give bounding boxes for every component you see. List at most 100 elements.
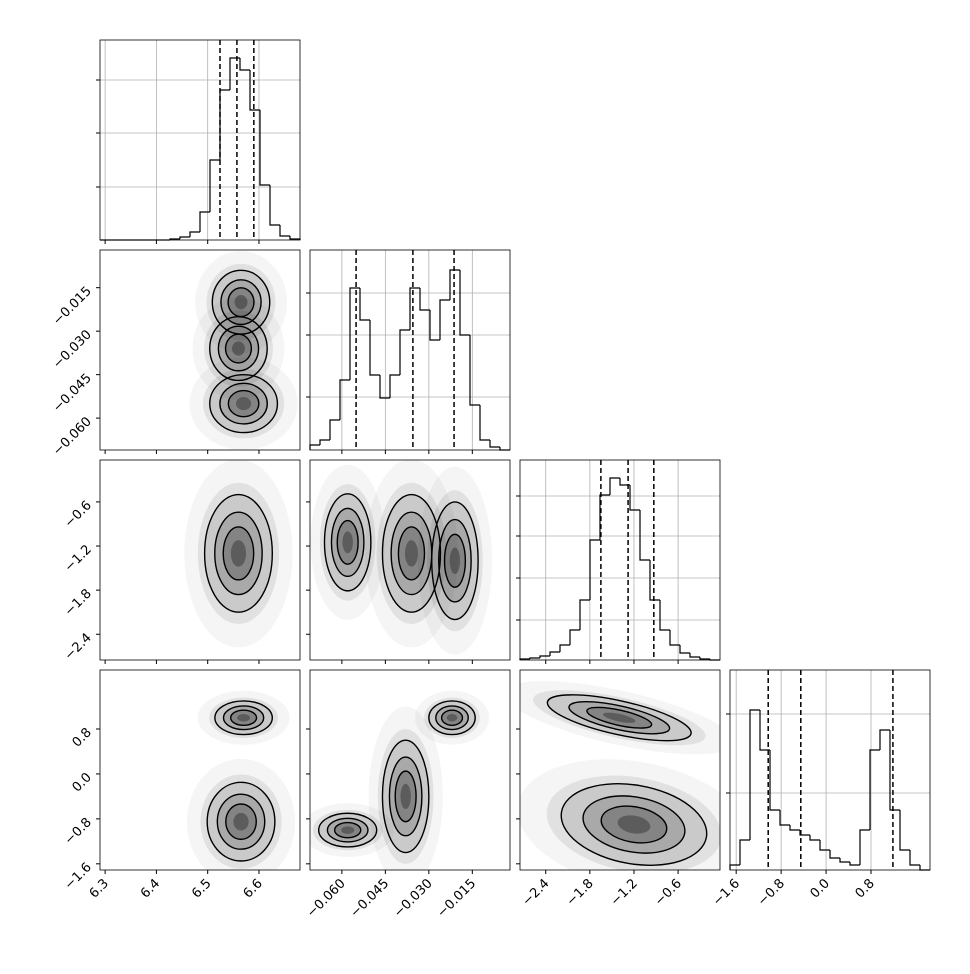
density-contour (235, 397, 252, 411)
histogram-step (649, 560, 660, 601)
density-contour (184, 460, 293, 648)
density-contour (224, 333, 253, 364)
histogram-step (259, 110, 270, 186)
density-contour (449, 547, 461, 574)
y-tick-label: −0.060 (50, 414, 95, 459)
histogram-step (549, 651, 560, 656)
histogram-step (479, 405, 490, 441)
density-contour (220, 279, 262, 326)
density-contour (414, 690, 490, 745)
density-contour (200, 774, 282, 869)
density-contour (214, 511, 263, 596)
y-tick-label: 0.0 (70, 770, 95, 795)
density-contour (202, 368, 285, 439)
density-contour (209, 697, 279, 738)
x-tick-label: 6.5 (189, 876, 214, 901)
density-contour (404, 540, 418, 567)
histogram-step (349, 287, 360, 380)
x-tick-label: 0.0 (808, 876, 833, 901)
histogram-step (249, 70, 260, 111)
histogram-step (469, 335, 480, 406)
panel-frame (519, 669, 721, 871)
density-contour (189, 357, 298, 450)
histogram-step (219, 89, 230, 160)
density-panel (184, 460, 293, 648)
y-tick-label: −0.8 (62, 815, 95, 848)
panel-frame (99, 39, 301, 241)
x-tick-label: 0.8 (853, 876, 878, 901)
x-tick-label: −1.6 (710, 876, 743, 909)
histogram-step (429, 310, 440, 341)
histogram-step (439, 299, 450, 340)
density-contour (333, 821, 362, 839)
density-contour (326, 817, 369, 843)
density-contour (229, 709, 258, 727)
density-contour (446, 713, 458, 722)
histogram-step (779, 810, 790, 826)
histogram-step (809, 835, 820, 841)
x-tick-label: −1.8 (564, 876, 597, 909)
y-tick-label: −2.4 (62, 630, 95, 663)
density-contour (617, 815, 651, 834)
density-contour (312, 809, 383, 851)
density-contour (341, 826, 355, 834)
histogram-step (679, 645, 690, 654)
density-contour (546, 694, 692, 742)
density-contour (186, 758, 296, 870)
histogram-step (569, 629, 580, 645)
panel-frame (99, 459, 301, 661)
density-contour (424, 697, 480, 738)
histogram-step (689, 653, 700, 658)
histogram-step (179, 236, 190, 239)
panel-frame (729, 669, 931, 871)
histogram-step (409, 287, 420, 330)
density-panel (310, 460, 493, 655)
histogram-step (559, 644, 570, 652)
x-tick-label: −0.6 (652, 876, 685, 909)
y-tick-label: −0.6 (62, 498, 95, 531)
x-tick-label: −0.8 (755, 876, 788, 909)
density-contour (217, 325, 260, 372)
density-contour (440, 709, 464, 727)
density-contour (546, 775, 720, 870)
histogram-step (669, 630, 680, 646)
histogram-step (529, 657, 540, 659)
panel-frame (309, 669, 511, 871)
histogram-step (699, 657, 710, 660)
histogram-step (359, 288, 370, 321)
density-contour (232, 341, 245, 356)
density-panel (186, 690, 296, 870)
density-contour (230, 540, 247, 567)
density-contour (520, 759, 720, 870)
panel-frame (519, 459, 721, 661)
y-tick-label: −1.8 (62, 586, 95, 619)
density-contour (310, 464, 385, 620)
histogram-step (819, 840, 830, 851)
histogram-step (239, 58, 250, 71)
histogram-step (279, 225, 290, 237)
density-contour (397, 526, 426, 581)
x-tick-label: −1.2 (608, 876, 641, 909)
density-contour (377, 728, 434, 864)
density-contour (237, 713, 251, 722)
x-tick-label: 6.4 (138, 876, 163, 901)
density-contour (365, 460, 458, 648)
histogram-step (499, 447, 510, 451)
x-tick-label: 6.3 (87, 876, 112, 901)
histogram-step (329, 419, 340, 440)
histogram-step (789, 825, 800, 831)
density-contour (222, 526, 255, 581)
density-contour (560, 783, 708, 866)
density-contour (192, 297, 285, 400)
density-contour (197, 482, 280, 624)
histogram-step (209, 159, 220, 212)
histogram-step (199, 211, 210, 232)
density-panel (310, 690, 490, 870)
histogram-step (729, 864, 740, 870)
density-contour (219, 382, 268, 425)
density-contour (336, 519, 359, 565)
histogram-step (829, 850, 840, 859)
density-contour (435, 705, 469, 731)
histogram-step (769, 750, 780, 811)
